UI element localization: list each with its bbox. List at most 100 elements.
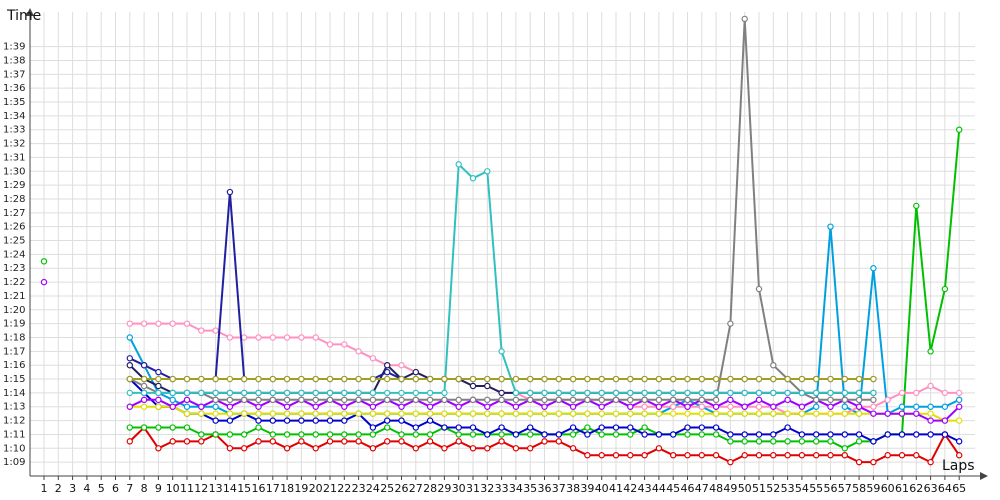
x-tick-label: 18 [280, 482, 294, 495]
data-point [670, 452, 677, 459]
data-point [469, 445, 477, 452]
data-point [126, 355, 134, 362]
x-tick-label: 29 [437, 482, 451, 495]
data-point [684, 389, 691, 397]
data-point [441, 410, 448, 417]
data-point [555, 389, 563, 397]
data-point [641, 431, 648, 438]
y-tick-label: 1:32 [3, 139, 25, 150]
data-point [498, 375, 505, 383]
y-tick-label: 1:10 [3, 443, 25, 454]
data-point [269, 396, 276, 404]
data-point [855, 389, 863, 397]
data-point [898, 452, 906, 459]
data-point [698, 431, 706, 438]
data-point [155, 382, 162, 390]
x-tick-label: 47 [695, 482, 709, 495]
data-point [341, 438, 348, 445]
data-point [727, 320, 734, 327]
data-point [913, 431, 920, 438]
x-tick-label: 24 [366, 482, 380, 495]
data-point [412, 375, 419, 383]
data-point [441, 445, 448, 452]
y-tick-label: 1:33 [3, 125, 25, 136]
data-point [126, 424, 134, 431]
data-point [584, 424, 591, 431]
data-point [240, 334, 248, 341]
data-point [684, 431, 691, 438]
data-point [555, 431, 563, 438]
data-point [712, 396, 720, 404]
data-point [140, 396, 148, 404]
x-tick-label: 42 [623, 482, 637, 495]
data-point [598, 431, 605, 438]
data-point [827, 396, 834, 404]
data-point [712, 424, 720, 431]
data-point [941, 285, 949, 293]
data-point [727, 410, 734, 417]
data-point [240, 431, 248, 438]
data-point [584, 375, 591, 383]
data-point [584, 431, 591, 438]
data-point [670, 396, 677, 404]
data-point [341, 431, 348, 438]
series-7 [40, 278, 963, 424]
data-point [226, 403, 234, 410]
data-point [627, 389, 634, 397]
data-point [956, 403, 963, 410]
data-point [412, 424, 419, 431]
data-point [326, 410, 334, 417]
x-tick-label: 4 [83, 482, 90, 495]
data-point [455, 410, 462, 417]
data-point [484, 410, 491, 417]
axes [26, 8, 988, 480]
data-point [641, 389, 648, 397]
y-tick-label: 1:29 [3, 180, 25, 191]
y-tick-label: 1:28 [3, 194, 25, 205]
data-point [612, 431, 620, 438]
x-tick-label: 17 [266, 482, 280, 495]
data-point [183, 438, 191, 445]
data-point [326, 341, 334, 348]
data-point [956, 417, 963, 424]
data-point [498, 438, 505, 445]
data-point [641, 403, 648, 410]
data-point [569, 410, 577, 417]
x-tick-label: 55 [809, 482, 823, 495]
data-point [426, 396, 434, 404]
data-point [240, 375, 248, 383]
data-point [326, 396, 334, 404]
data-point [627, 431, 634, 438]
data-point [126, 375, 134, 383]
data-point [956, 452, 963, 459]
data-point [255, 403, 262, 410]
data-point [412, 431, 419, 438]
data-point [813, 396, 820, 404]
data-point [312, 396, 319, 404]
data-point [855, 396, 863, 404]
data-point [612, 389, 620, 397]
data-point [484, 431, 491, 438]
data-point [355, 438, 362, 445]
y-tick-label: 1:39 [3, 42, 25, 53]
x-tick-label: 28 [423, 482, 437, 495]
data-point [398, 438, 405, 445]
data-point [298, 438, 305, 445]
data-point [155, 389, 162, 397]
data-point [484, 396, 491, 404]
data-point [598, 389, 605, 397]
data-point [913, 202, 920, 210]
data-point [698, 410, 706, 417]
data-point [269, 431, 276, 438]
data-point [326, 417, 334, 424]
x-tick-label: 33 [495, 482, 509, 495]
data-point [755, 403, 763, 410]
x-axis-arrow [980, 472, 988, 480]
data-point [226, 417, 234, 424]
data-point [684, 424, 691, 431]
data-point [155, 424, 162, 431]
data-point [369, 431, 377, 438]
data-point [913, 452, 920, 459]
data-point [627, 375, 634, 383]
data-point [126, 334, 134, 341]
